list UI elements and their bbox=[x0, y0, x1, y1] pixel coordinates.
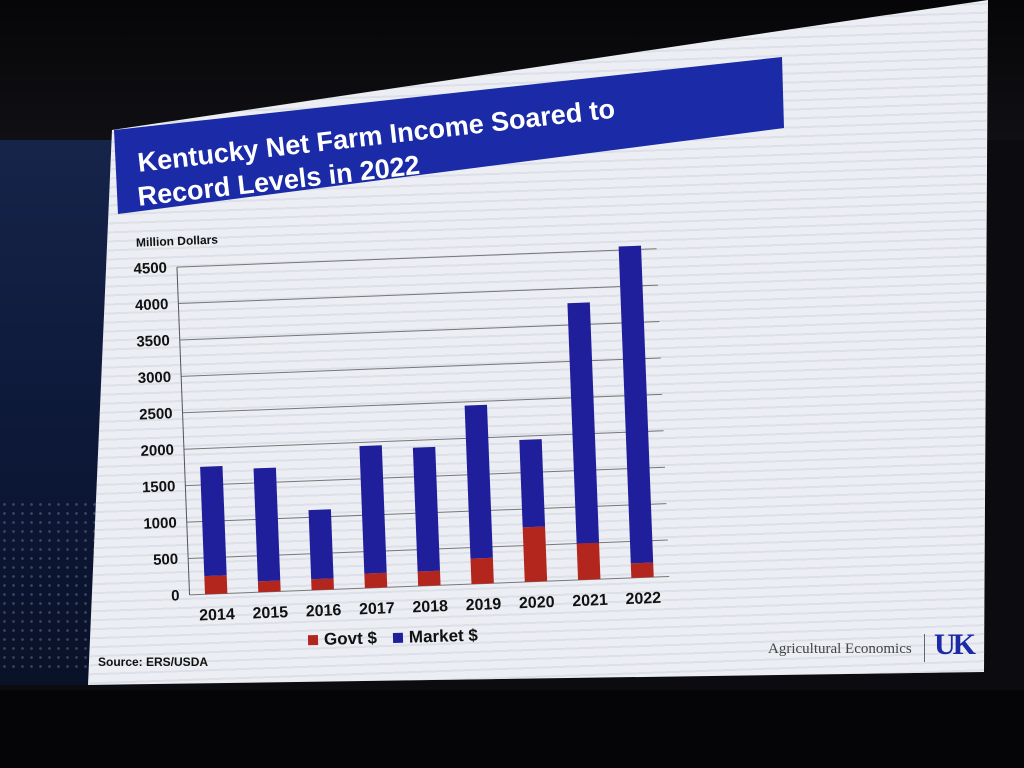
plot-area: 0 500 1000 1500 2000 2500 3000 3500 4000 4500 Mill… bbox=[133, 233, 670, 625]
chart-canvas: 0 500 1000 1500 2000 2500 3000 3500 4000 4500 Mill… bbox=[133, 233, 670, 625]
y-tick-label: 3000 bbox=[138, 369, 172, 387]
legend-label-market: Market $ bbox=[408, 625, 479, 647]
bar-govt-2015 bbox=[257, 580, 281, 593]
bar-govt-2018 bbox=[417, 570, 441, 587]
bar-market-2018 bbox=[412, 446, 441, 572]
bar-govt-2019 bbox=[470, 557, 494, 585]
x-tick-label: 2018 bbox=[412, 598, 448, 616]
bar-govt-2022 bbox=[630, 562, 654, 578]
y-tick-label: 3500 bbox=[136, 332, 170, 350]
x-tick-label: 2022 bbox=[625, 590, 661, 608]
x-tick-label: 2014 bbox=[199, 606, 235, 624]
room-background-bottom bbox=[0, 690, 1024, 768]
bar-chart: 0 500 1000 1500 2000 2500 3000 3500 4000 4500 Mill… bbox=[88, 0, 988, 685]
x-tick-label: 2021 bbox=[572, 592, 608, 610]
legend-swatch-govt bbox=[307, 634, 319, 646]
y-tick-label: 0 bbox=[171, 587, 180, 604]
bar-market-2021 bbox=[567, 302, 600, 544]
footer-organization: Agricultural Economics bbox=[768, 641, 912, 657]
bar-govt-2021 bbox=[576, 542, 601, 580]
x-tick-label: 2020 bbox=[519, 594, 555, 612]
bar-market-2014 bbox=[200, 465, 227, 577]
y-tick-label: 1000 bbox=[143, 514, 177, 532]
bar-market-2019 bbox=[464, 404, 493, 559]
presentation-slide: Kentucky Net Farm Income Soared to Recor… bbox=[88, 0, 988, 685]
x-tick-label: 2016 bbox=[305, 602, 341, 620]
bar-market-2016 bbox=[308, 509, 334, 580]
x-tick-label: 2015 bbox=[252, 604, 288, 622]
gridline bbox=[178, 284, 659, 305]
x-tick-label: 2019 bbox=[465, 596, 501, 614]
bar-market-2020 bbox=[519, 439, 546, 528]
legend-item-market: Market $ bbox=[392, 625, 479, 648]
bar-govt-2014 bbox=[204, 575, 228, 595]
y-tick-label: 2500 bbox=[139, 405, 173, 423]
bar-govt-2016 bbox=[311, 578, 334, 591]
uk-logo: UK bbox=[934, 628, 976, 661]
y-tick-label: 1500 bbox=[142, 478, 176, 496]
y-tick-label: 4500 bbox=[133, 260, 167, 278]
y-axis-line bbox=[176, 267, 191, 595]
legend-swatch-market bbox=[392, 632, 404, 643]
bar-govt-2017 bbox=[364, 572, 388, 589]
source-note: Source: ERS/USDA bbox=[98, 655, 209, 669]
y-tick-label: 2000 bbox=[140, 442, 174, 460]
y-axis-label: Million Dollars bbox=[136, 233, 219, 250]
gridline bbox=[176, 248, 657, 268]
legend-item-govt: Govt $ bbox=[307, 628, 378, 650]
bar-govt-2020 bbox=[522, 526, 548, 583]
legend-label-govt: Govt $ bbox=[323, 628, 378, 649]
y-tick-label: 500 bbox=[153, 551, 179, 569]
bar-market-2022 bbox=[618, 245, 654, 564]
footer-divider bbox=[924, 634, 925, 662]
bar-market-2015 bbox=[253, 467, 281, 582]
y-tick-label: 4000 bbox=[135, 296, 169, 314]
x-tick-label: 2017 bbox=[359, 600, 395, 618]
bar-market-2017 bbox=[359, 445, 387, 574]
